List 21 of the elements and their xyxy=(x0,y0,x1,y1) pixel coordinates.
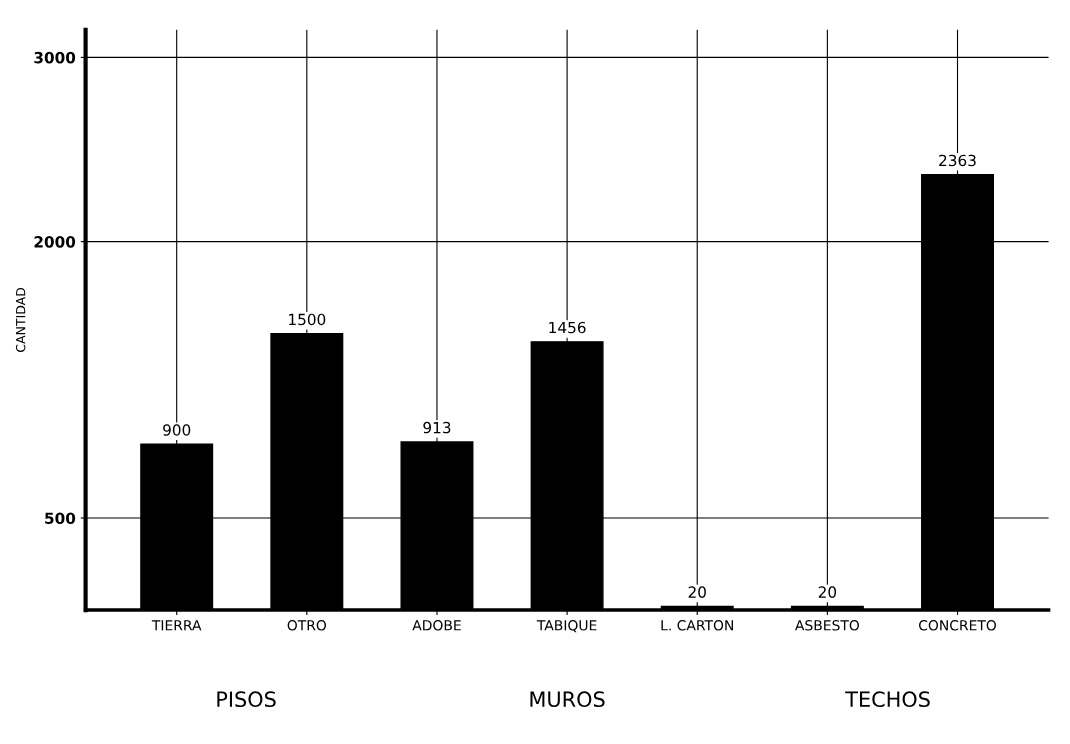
data-label: 1500 xyxy=(289,313,326,326)
y-tick-label: 2000 xyxy=(34,236,76,248)
x-tick-label: TIERRA xyxy=(151,620,202,631)
text: MUROS xyxy=(530,691,605,708)
x-tick-label: TABIQUE xyxy=(536,620,597,633)
text: PISOS xyxy=(217,691,276,708)
data-label: 900 xyxy=(163,424,191,436)
x-tick-label: CONCRETO xyxy=(919,620,996,631)
y-axis-title: CANTIDAD xyxy=(15,287,26,352)
x-tick-label: ASBESTO xyxy=(795,620,860,631)
data-label: 2363 xyxy=(939,154,976,167)
data-label: 1456 xyxy=(549,321,586,334)
x-tick-label: L. CARTON xyxy=(661,620,733,631)
data-label: 913 xyxy=(423,421,451,434)
x-tick-label: ADOBE xyxy=(412,620,461,631)
data-label: 20 xyxy=(688,586,706,598)
x-tick-label: OTRO xyxy=(287,620,327,631)
text: TECHOS xyxy=(845,691,930,708)
y-tick-label: 500 xyxy=(45,512,76,524)
data-label: 20 xyxy=(818,586,837,598)
y-tick-label: 3000 xyxy=(34,51,76,64)
